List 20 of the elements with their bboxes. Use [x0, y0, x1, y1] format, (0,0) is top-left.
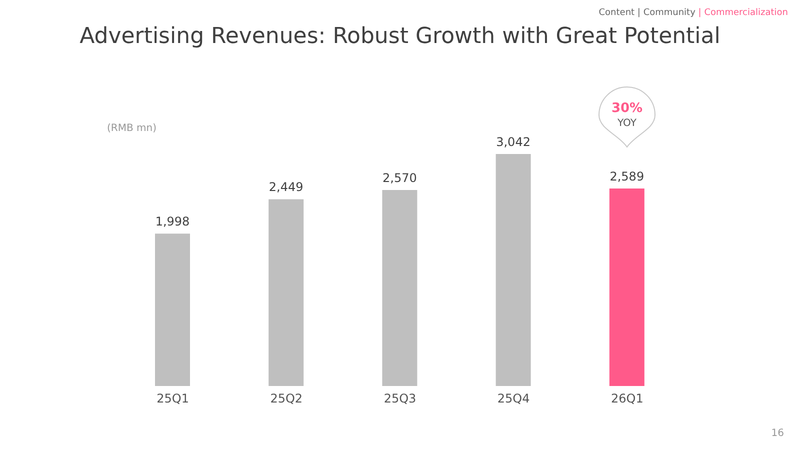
- x-tick-label: 25Q4: [497, 392, 530, 406]
- x-tick-label: 26Q1: [611, 392, 644, 406]
- data-label: 3,042: [496, 135, 530, 149]
- x-tick-label: 25Q2: [270, 392, 303, 406]
- bar: [155, 234, 190, 386]
- bar: [496, 154, 531, 386]
- bar: [268, 199, 304, 386]
- data-label: 2,589: [610, 170, 644, 184]
- text: Content | Community | Commercialization: [598, 8, 788, 18]
- data-label: 1,998: [155, 214, 190, 229]
- data-label: 2,570: [382, 170, 417, 185]
- text: 30% YOY: [610, 101, 644, 129]
- text: 16: [771, 428, 784, 439]
- x-tick-label: 25Q1: [156, 392, 189, 406]
- bar: [382, 190, 418, 386]
- x-tick-label: 25Q3: [384, 392, 416, 406]
- data-label: 2,449: [268, 180, 304, 194]
- y-axis-title: (RMB mn): [107, 123, 156, 134]
- chart-title: Advertising Revenues: Robust Growth with Great Potential: [78, 24, 722, 49]
- bar: [609, 188, 644, 386]
